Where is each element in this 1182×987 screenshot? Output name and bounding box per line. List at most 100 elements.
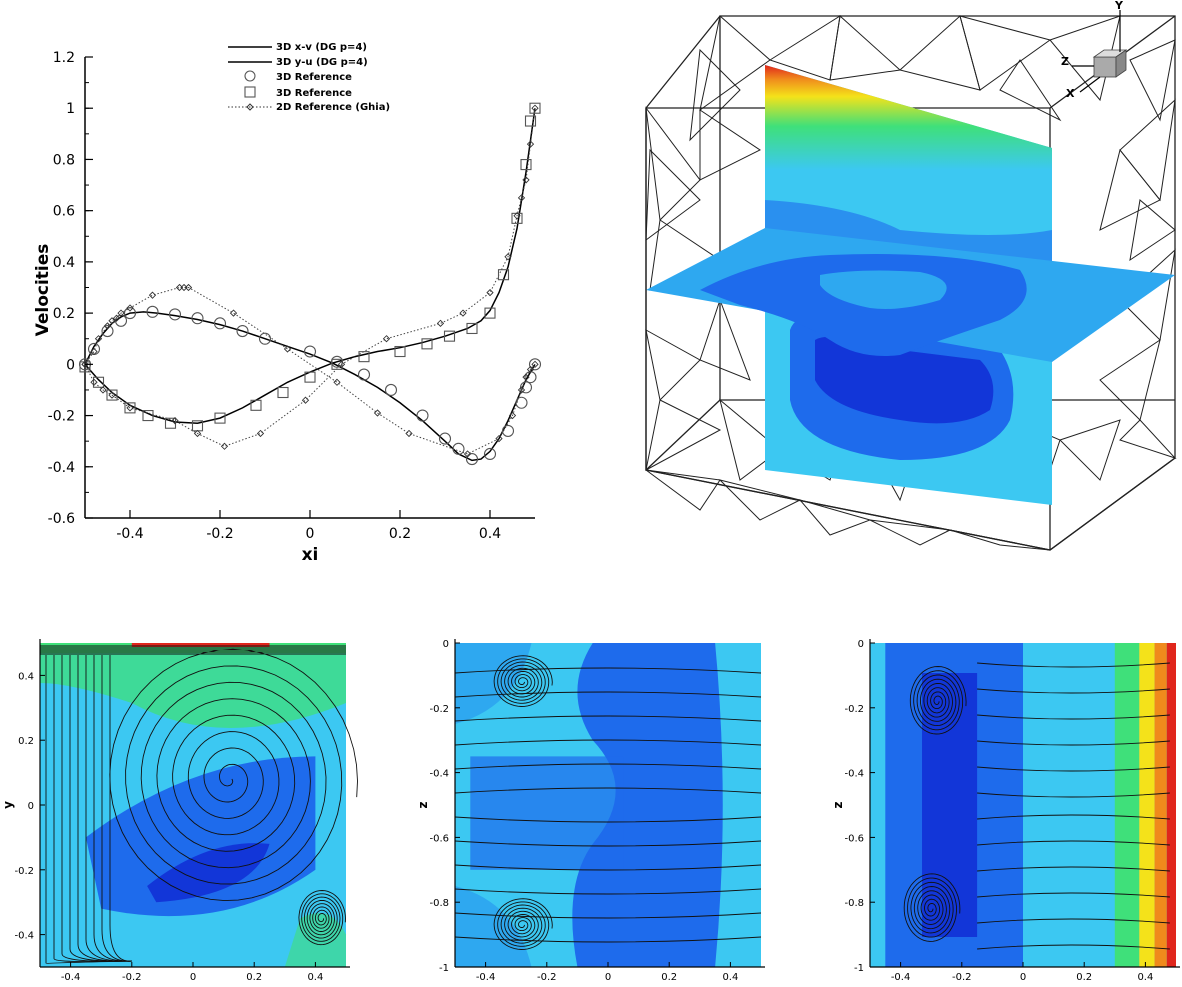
- x-axis-title: xi: [302, 545, 319, 565]
- vertical-slice-top-band: [765, 65, 1052, 240]
- mesh-front: [645, 108, 1176, 551]
- reference-circle-point: [524, 371, 537, 384]
- legend-label-xv: 3D x-v (DG p=4): [276, 42, 367, 53]
- reference-circle-point: [191, 312, 204, 325]
- ghia-diamond-point: [90, 378, 98, 386]
- streamline: [454, 667, 762, 674]
- x-tick-label: 0.4: [479, 526, 501, 542]
- x-axis-title: y: [1019, 983, 1027, 987]
- x-tick-label: 0.4: [1137, 972, 1153, 983]
- streamline: [977, 892, 1170, 898]
- y-tick-label: -1: [854, 963, 864, 974]
- reference-circle-point: [303, 345, 317, 358]
- ghia-diamond-point: [108, 317, 116, 325]
- ghia-diamond-point: [81, 360, 89, 368]
- x-tick-label: -0.4: [476, 972, 496, 983]
- streamline: [454, 864, 762, 871]
- x-tick-label: -0.2: [537, 972, 557, 983]
- y-tick-label: 0.8: [53, 152, 75, 168]
- ghia-diamond-point: [508, 411, 517, 420]
- y-tick-label: -1: [439, 963, 449, 974]
- y-tick-label: -0.4: [844, 769, 864, 780]
- streamline-panel-xy: -0.4 -0.2 0 0.2 0.4 -0.4 -0.2 0 0.2 0.4 x y: [1, 639, 358, 987]
- y-tick-label: 0: [66, 357, 75, 373]
- streamline: [454, 912, 762, 919]
- y-tick-label: 0: [858, 639, 864, 650]
- y-tick-label: 0.4: [53, 255, 75, 271]
- vortex-spiral: [493, 655, 553, 707]
- ghia-diamond-point: [229, 309, 238, 317]
- y-tick-label: -0.6: [48, 511, 75, 527]
- ghia-diamond-point: [405, 429, 413, 438]
- reference-circle-point: [101, 324, 114, 338]
- triad-y-label: Y: [1114, 0, 1124, 12]
- vortex-spiral: [298, 890, 346, 946]
- velocity-profile-chart: -0.6 -0.4 -0.2 0 0.2 0.4 0.6 0.8 1 1.2 -0.4 -0.2 0 0.…: [33, 42, 542, 565]
- ghia-diamond-point: [486, 288, 494, 297]
- ghia-diamond-point: [184, 283, 193, 292]
- axis-triad: Y Z X: [1061, 0, 1128, 100]
- y-tick-label: -0.2: [14, 866, 34, 877]
- x-tick-label: 0: [605, 972, 611, 983]
- y-tick-label: -0.4: [48, 460, 75, 476]
- reference-circle-point: [213, 317, 227, 330]
- y-tick-label: 0.2: [53, 306, 75, 322]
- x-tick-label: 0.2: [661, 972, 677, 983]
- streamlines: [40, 645, 358, 964]
- x-tick-label: -0.2: [122, 972, 142, 983]
- vortex-spiral: [909, 666, 967, 735]
- streamline: [454, 816, 762, 823]
- x-tick-label: 0.4: [722, 972, 738, 983]
- ghia-diamond-point: [504, 253, 512, 261]
- series-line-yu: [84, 108, 536, 424]
- reference-square-point: [497, 269, 510, 281]
- streamlines: [903, 662, 1170, 950]
- reference-square-point: [421, 338, 433, 350]
- x-tick-label: -0.4: [891, 972, 911, 983]
- ghia-diamond-point: [522, 176, 530, 184]
- y-axis-title: z: [416, 801, 430, 808]
- reference-square-point: [331, 358, 343, 370]
- reference-circle-point: [483, 447, 497, 461]
- y-tick-label: 0: [443, 639, 449, 650]
- y-tick-label: -0.4: [429, 769, 449, 780]
- y-tick-label: -0.6: [844, 833, 864, 844]
- y-tick-label: 0.6: [53, 204, 75, 220]
- reference-square-point: [277, 386, 289, 399]
- x-tick-label: -0.4: [61, 972, 81, 983]
- y-tick-label: 1.2: [53, 50, 75, 66]
- reference-square-point: [484, 307, 496, 319]
- ghia-diamond-point: [112, 314, 121, 322]
- y-axis-title: y: [1, 801, 15, 809]
- x-tick-label: 0: [1020, 972, 1026, 983]
- reference-circle-point: [357, 368, 371, 381]
- streamline: [454, 888, 762, 895]
- legend-label-ghia: 2D Reference (Ghia): [276, 102, 390, 113]
- cube-3d-view: Y Z X: [645, 0, 1177, 551]
- streamline: [977, 918, 1170, 924]
- triad-x-label: X: [1066, 87, 1075, 100]
- triad-z-label: Z: [1061, 55, 1069, 68]
- streamline: [454, 936, 762, 943]
- reference-circle-point: [515, 396, 528, 409]
- ghia-diamond-point: [256, 429, 265, 438]
- streamline: [977, 740, 1170, 746]
- reference-square-point: [92, 376, 105, 388]
- ghia-diamond-point: [531, 104, 539, 112]
- streamline: [977, 766, 1170, 772]
- y-tick-label: 0.2: [18, 736, 34, 747]
- ghia-diamond-point: [517, 386, 526, 394]
- ghia-diamond-point: [148, 291, 157, 299]
- reference-circle-point: [236, 324, 249, 338]
- streamline: [454, 715, 762, 722]
- vertical-slice-core: [815, 336, 994, 424]
- ghia-diamond-point: [513, 212, 521, 220]
- ghia-diamond-point: [117, 309, 125, 317]
- streamline: [977, 662, 1170, 668]
- streamline-panel-yz: -0.4-0.200.20.4-1-0.8-0.6-0.4-0.20yz: [831, 639, 1180, 987]
- y-tick-label: 1: [66, 101, 75, 117]
- ghia-diamond-point: [517, 194, 526, 202]
- streamline: [454, 787, 762, 794]
- ghia-diamond-point: [108, 391, 116, 399]
- ghia-diamond-point: [193, 429, 202, 438]
